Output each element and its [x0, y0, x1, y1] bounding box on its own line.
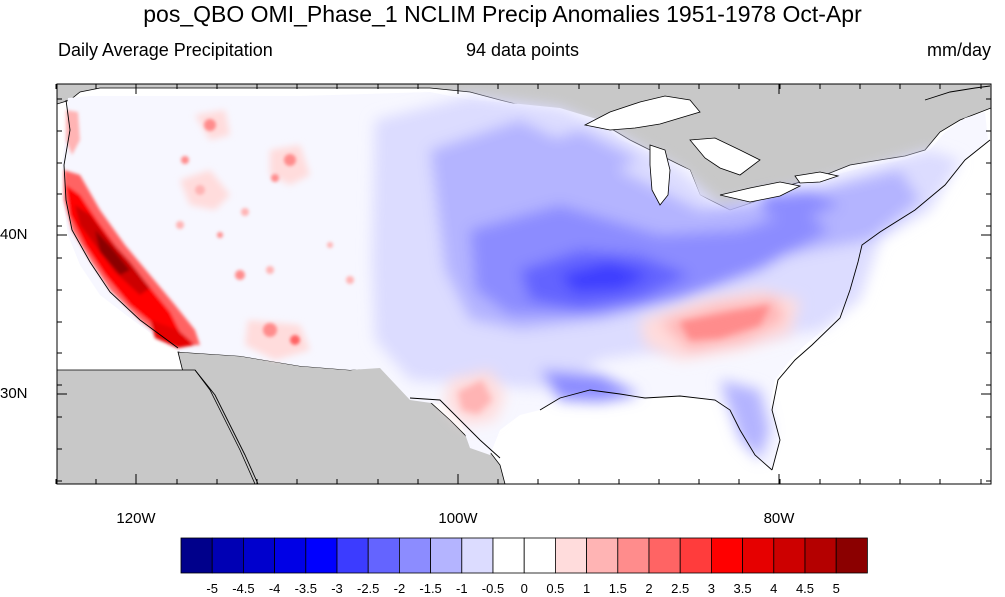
- colorbar-tick-label: 1: [582, 581, 591, 596]
- colorbar-box: [679, 537, 712, 574]
- lon-label-120w: 120W: [116, 510, 156, 527]
- axis-ticks: [55, 84, 991, 484]
- colorbar-tick-label: 3.5: [733, 581, 752, 596]
- colorbar-box: [742, 537, 775, 574]
- plot-frame: [56, 83, 992, 485]
- colorbar-box: [804, 537, 837, 574]
- colorbar-tick-label: -4: [268, 581, 281, 596]
- colorbar-box: [461, 537, 494, 574]
- colorbar-box: [430, 537, 463, 574]
- colorbar-tick-label: -0.5: [481, 581, 505, 596]
- colorbar-tick-label: -1: [456, 581, 468, 596]
- baja-coast-line: [194, 369, 259, 484]
- colorbar-box: [555, 537, 588, 574]
- lake-ontario: [794, 171, 840, 184]
- colorbar-box: [523, 537, 556, 574]
- nova-scotia-line: [924, 85, 991, 101]
- lat-label-30n: 30N: [0, 385, 28, 402]
- colorbar-box: [492, 537, 525, 574]
- canada-land: [57, 84, 991, 211]
- colorbar-box: [398, 537, 431, 574]
- colorbar-tick-label: 4: [770, 581, 778, 596]
- colorbar-tick-label: -3.5: [294, 581, 317, 596]
- atlantic-coast-line: [771, 139, 991, 471]
- colorbar-box: [586, 537, 619, 574]
- colorbar-tick-label: -2: [393, 581, 406, 596]
- colorbar-tick-label: 0: [520, 581, 528, 596]
- colorbar-box: [367, 537, 400, 574]
- conus-field: [62, 92, 988, 470]
- colorbar-tick-label: 5: [832, 581, 840, 596]
- colorbar-tick-label: 4.5: [795, 581, 815, 596]
- baja-land: [57, 369, 256, 484]
- colorbar-tick-label: -5: [206, 581, 218, 596]
- colorbar-tick-label: 2.5: [671, 581, 690, 596]
- lon-label-100w: 100W: [438, 510, 478, 527]
- lake-superior: [583, 95, 701, 131]
- lat-label-40n: 40N: [0, 226, 28, 243]
- colorbar-tick-label: 3: [707, 581, 715, 596]
- colorbar-tick-label: 2: [645, 581, 653, 596]
- colorbar-tick-label: 1.5: [608, 581, 627, 596]
- colorbar-box: [274, 537, 307, 574]
- colorbar-box: [617, 537, 650, 574]
- colorbar-tick-label: -3: [331, 581, 343, 596]
- colorbar-box: [336, 537, 369, 574]
- lon-label-80w: 80W: [763, 510, 795, 527]
- great-lakes: [583, 95, 840, 206]
- lake-huron: [689, 137, 761, 176]
- colorbar-tick-label: 0.5: [546, 581, 565, 596]
- gulf-coast-line: [409, 389, 773, 471]
- center-subtitle: 94 data points: [465, 40, 580, 60]
- lake-erie: [719, 181, 802, 203]
- colorbar-box: [211, 537, 244, 574]
- colorbar-tick-label: -2.5: [356, 581, 380, 596]
- pacific-coast-line: [63, 99, 179, 349]
- coastlines: [63, 85, 991, 484]
- colorbar-box: [711, 537, 744, 574]
- colorbar-tick-label: -1.5: [419, 581, 442, 596]
- colorbar-box: [180, 537, 213, 574]
- colorbar-tick-label: -4.5: [232, 581, 255, 596]
- lake-michigan: [649, 144, 671, 206]
- colorbar-box: [242, 537, 275, 574]
- land-mask: [57, 84, 991, 484]
- colorbar-box: [773, 537, 806, 574]
- colorbar-box: [305, 537, 338, 574]
- left-subtitle: Daily Average Precipitation: [58, 40, 273, 60]
- right-subtitle: mm/day: [926, 40, 991, 60]
- colorbar-box: [648, 537, 681, 574]
- map-title: pos_QBO OMI_Phase_1 NCLIM Precip Anomali…: [143, 1, 862, 27]
- colorbar-box: [835, 537, 868, 574]
